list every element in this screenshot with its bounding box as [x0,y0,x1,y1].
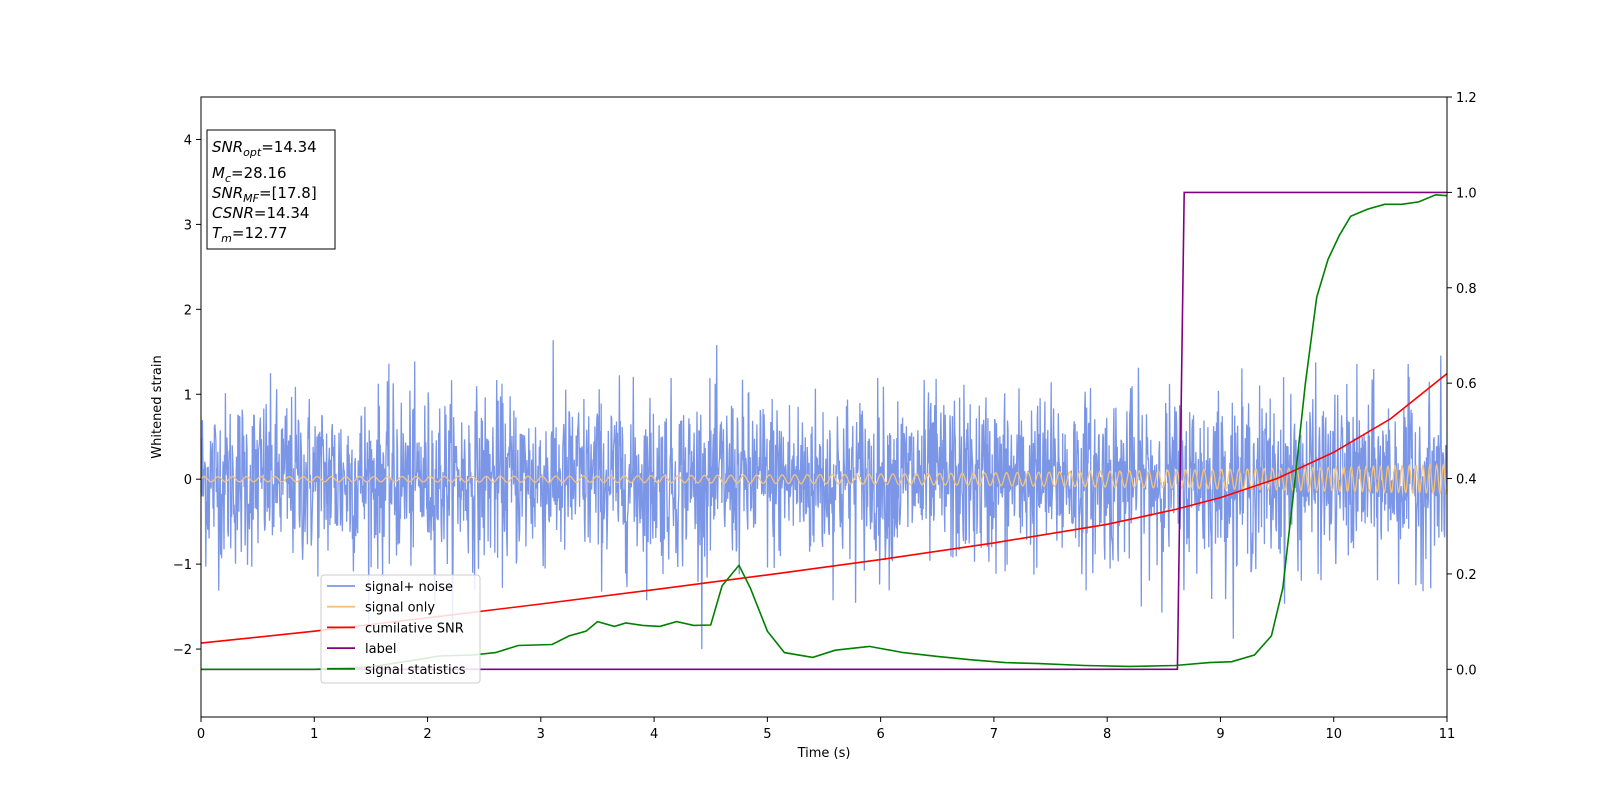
y2-tick-label: 0.4 [1456,473,1477,488]
y2-tick-label: 0.2 [1456,568,1477,583]
info-box-line: CSNR=14.34 [212,204,309,222]
info-box-frame [206,129,336,250]
series-line-label [201,191,1447,671]
legend-label: signal only [365,601,435,616]
legend-label: label [365,642,396,657]
x-tick-label: 1 [310,727,318,742]
x-tick-label: 7 [990,727,998,742]
info-box-line: SNRMF=[17.8] [212,184,317,205]
legend: signal+ noise signal only cumilative SNR la… [320,574,481,684]
x-tick-label: 5 [763,727,771,742]
series-signal-only [200,463,1448,495]
y-axis-left: −2 −1 0 1 2 3 4 [173,133,201,658]
x-axis: 0 1 2 3 4 5 6 7 8 9 10 11 [197,717,1455,742]
x-tick-label: 10 [1325,727,1342,742]
y2-tick-label: 0.8 [1456,282,1477,297]
signal-only-line [200,463,1448,495]
y-axis-label: Whitened strain [150,355,165,458]
info-box-line: SNRopt=14.34 [212,138,317,159]
y-tick-label: −2 [173,643,192,658]
y2-tick-label: 0.6 [1456,377,1477,392]
series-line-signal-statistics [201,193,1448,671]
y-axis-right: 0.0 0.2 0.4 0.6 0.8 1.0 1.2 [1447,91,1477,678]
y-tick-label: 4 [184,133,192,148]
x-tick-label: 9 [1216,727,1224,742]
y-tick-label: −1 [173,558,192,573]
info-box-line: Tm=12.77 [212,224,287,245]
info-box-line: Mc=28.16 [212,164,287,185]
legend-frame [320,574,481,684]
x-tick-label: 4 [650,727,658,742]
y2-tick-label: 1.2 [1456,91,1477,106]
x-tick-label: 2 [423,727,431,742]
x-tick-label: 11 [1439,727,1456,742]
plot-frame [200,96,1448,718]
legend-label: cumilative SNR [365,621,464,636]
info-box: SNRopt=14.34 Mc=28.16SNRMF=[17.8]CSNR=14.… [206,129,336,250]
x-tick-label: 3 [537,727,545,742]
x-tick-label: 6 [876,727,884,742]
signal-noise-line [200,340,1448,650]
x-axis-label: Time (s) [797,746,851,761]
y2-tick-label: 1.0 [1456,186,1477,201]
x-tick-label: 0 [197,727,205,742]
legend-label: signal+ noise [365,580,453,595]
y-tick-label: 1 [184,388,192,403]
x-tick-label: 8 [1103,727,1111,742]
y-tick-label: 3 [184,218,192,233]
y-tick-label: 2 [184,303,192,318]
y-tick-label: 0 [184,473,192,488]
y2-tick-label: 0.0 [1456,663,1477,678]
series-signal-noise [200,340,1448,650]
legend-label: signal statistics [365,663,466,678]
